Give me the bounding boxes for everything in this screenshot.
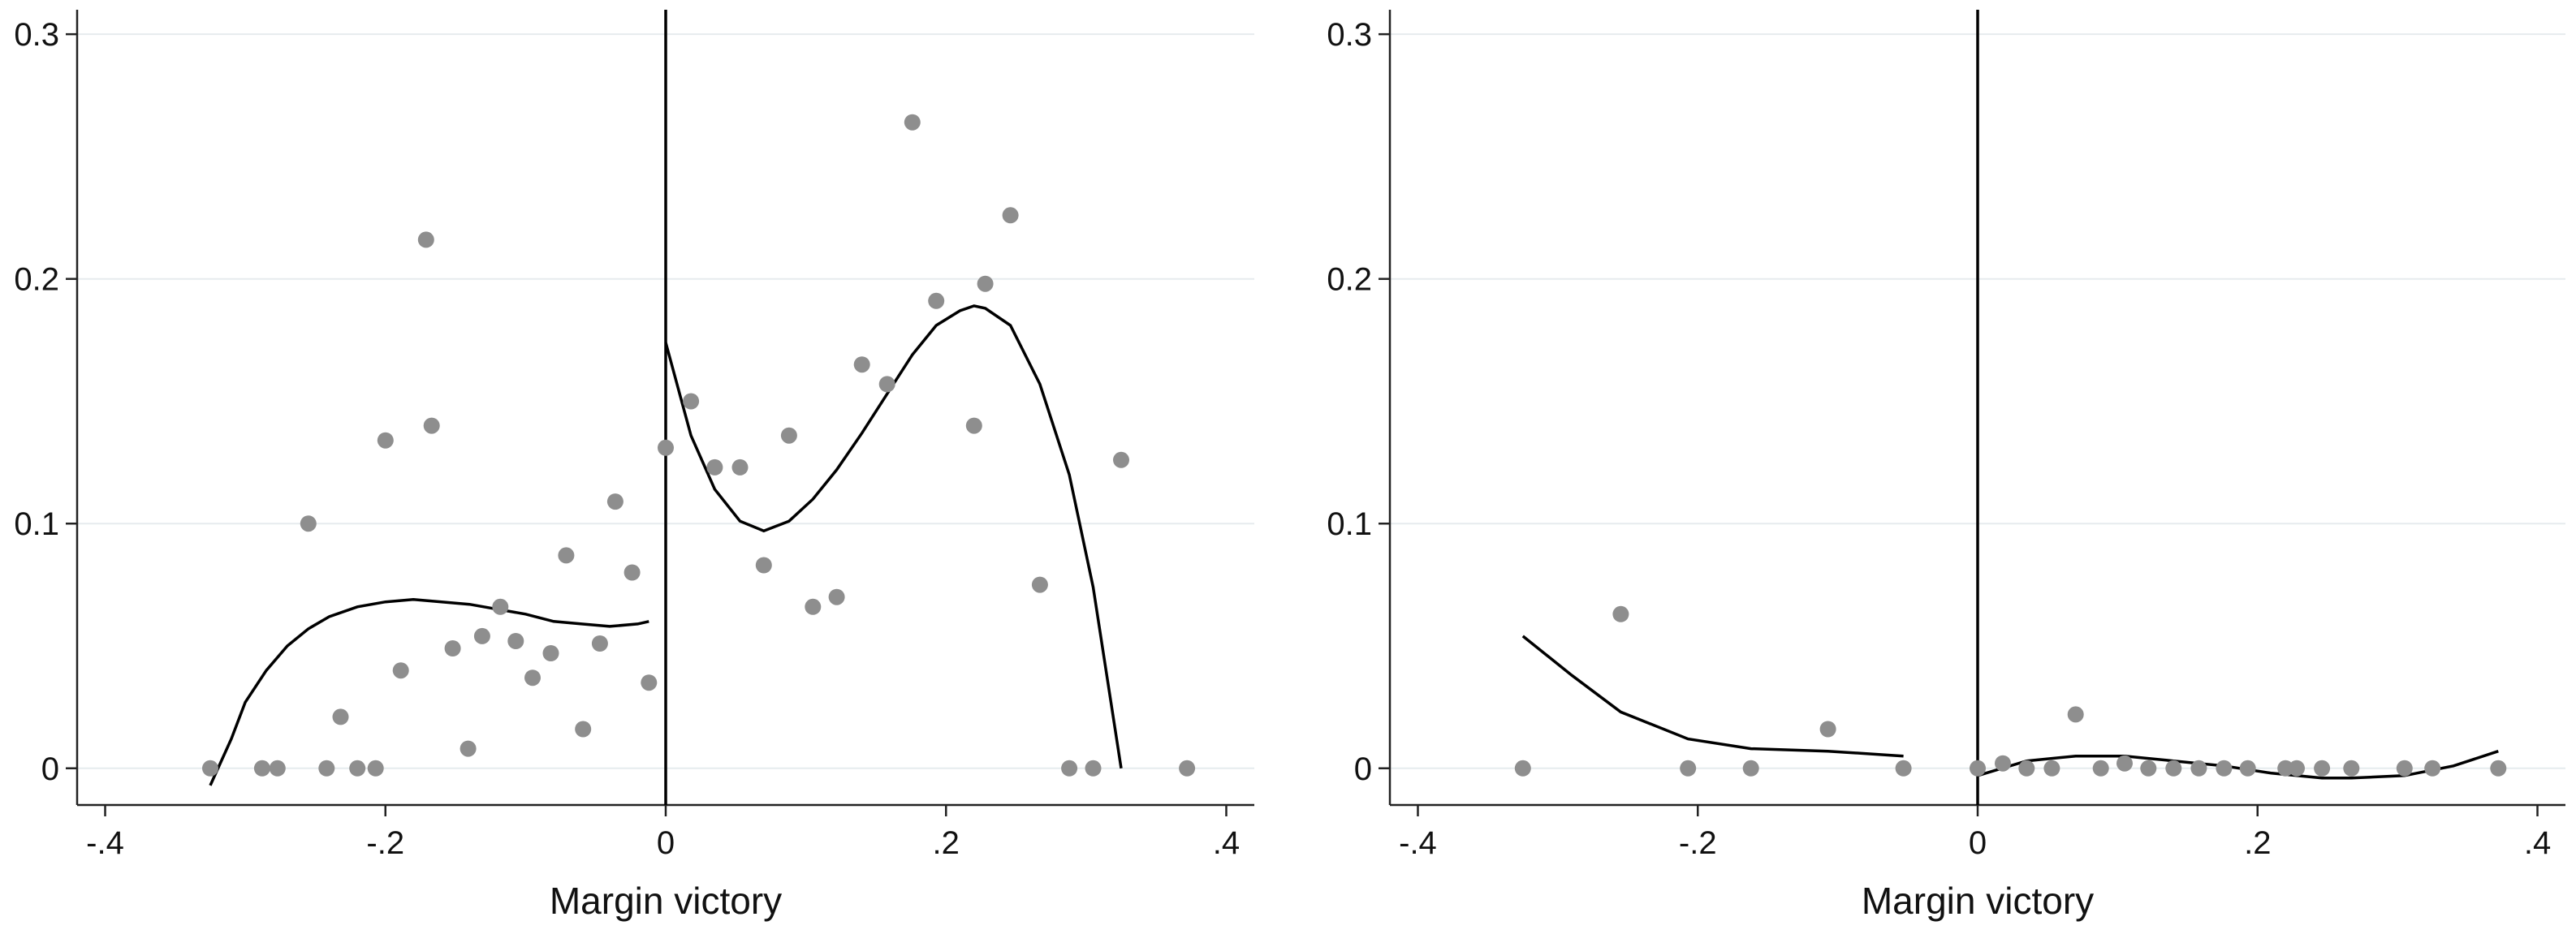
data-point — [1742, 760, 1759, 777]
x-axis-title: Margin victory — [1862, 880, 2094, 922]
data-point — [332, 708, 349, 725]
x-tick-label: 0 — [657, 825, 675, 861]
data-point — [706, 458, 723, 476]
data-point — [1113, 451, 1129, 468]
x-tick-label: .2 — [2244, 825, 2271, 861]
x-tick-label: -.4 — [86, 825, 124, 861]
data-point — [928, 292, 945, 309]
data-point — [641, 674, 658, 691]
data-point — [683, 393, 700, 410]
data-point — [2239, 760, 2256, 777]
data-point — [2396, 760, 2413, 777]
data-point — [392, 662, 409, 679]
data-point — [2043, 760, 2060, 777]
x-tick-label: .2 — [933, 825, 960, 861]
data-point — [507, 633, 524, 649]
data-point — [492, 598, 509, 615]
data-point — [2190, 760, 2207, 777]
data-point — [542, 645, 559, 661]
data-point — [591, 635, 608, 652]
y-tick-label: 0.3 — [1327, 17, 1372, 53]
data-point — [2165, 760, 2182, 777]
data-point — [2216, 760, 2233, 777]
data-point — [1514, 760, 1531, 777]
data-point — [575, 721, 592, 738]
data-point — [805, 598, 822, 615]
data-point — [2277, 760, 2294, 777]
data-point — [2490, 760, 2507, 777]
data-point — [417, 231, 434, 248]
data-point — [318, 760, 335, 777]
data-point — [2092, 760, 2109, 777]
data-point — [558, 547, 575, 564]
data-point — [853, 356, 870, 373]
data-point — [2289, 760, 2305, 777]
data-point — [1995, 755, 2011, 772]
y-tick-label: 0 — [41, 751, 59, 787]
data-point — [731, 458, 749, 476]
x-tick-label: .4 — [2524, 825, 2551, 861]
data-point — [253, 760, 270, 777]
y-tick-label: 0.1 — [14, 506, 59, 542]
y-tick-label: 0.1 — [1327, 506, 1372, 542]
data-point — [624, 564, 641, 581]
data-point — [2018, 760, 2035, 777]
data-point — [1179, 760, 1196, 777]
data-point — [977, 275, 994, 292]
data-point — [658, 439, 674, 456]
data-point — [1970, 760, 1986, 777]
x-tick-label: -.2 — [366, 825, 404, 861]
data-point — [202, 760, 218, 777]
data-point — [460, 740, 477, 757]
data-point — [2424, 760, 2441, 777]
data-point — [904, 114, 921, 131]
x-tick-label: -.4 — [1399, 825, 1437, 861]
data-point — [349, 760, 366, 777]
x-tick-label: .4 — [1213, 825, 1240, 861]
data-point — [780, 427, 797, 444]
data-point — [444, 640, 461, 656]
data-point — [606, 493, 624, 510]
data-point — [755, 557, 772, 574]
x-tick-label: -.2 — [1679, 825, 1717, 861]
data-point — [2343, 760, 2360, 777]
data-point — [878, 376, 895, 393]
data-point — [473, 627, 490, 644]
y-tick-label: 0.2 — [14, 262, 59, 298]
data-point — [1612, 605, 1629, 622]
data-point — [377, 432, 394, 449]
fit-line — [1521, 635, 1904, 758]
y-tick-label: 0.2 — [1327, 262, 1372, 298]
data-point — [423, 417, 440, 434]
data-point — [367, 760, 384, 777]
data-point — [1061, 760, 1078, 777]
data-point — [1031, 576, 1048, 593]
data-point — [2314, 760, 2331, 777]
y-tick-label: 0.3 — [14, 17, 59, 53]
data-point — [1085, 760, 1102, 777]
data-point — [1819, 721, 1836, 738]
data-point — [828, 588, 845, 605]
data-point — [2067, 706, 2084, 723]
data-point — [965, 417, 982, 434]
data-point — [1680, 760, 1697, 777]
data-point — [2116, 755, 2133, 772]
data-point — [1895, 760, 1912, 777]
fit-line — [209, 597, 649, 786]
data-point — [2140, 760, 2157, 777]
y-tick-label: 0 — [1354, 751, 1372, 787]
fit-line — [664, 304, 1123, 769]
x-tick-label: 0 — [1969, 825, 1987, 861]
data-point — [269, 760, 286, 777]
data-point — [524, 669, 541, 687]
data-point — [300, 515, 317, 532]
x-axis-title: Margin victory — [550, 880, 782, 922]
data-point — [1002, 207, 1019, 224]
